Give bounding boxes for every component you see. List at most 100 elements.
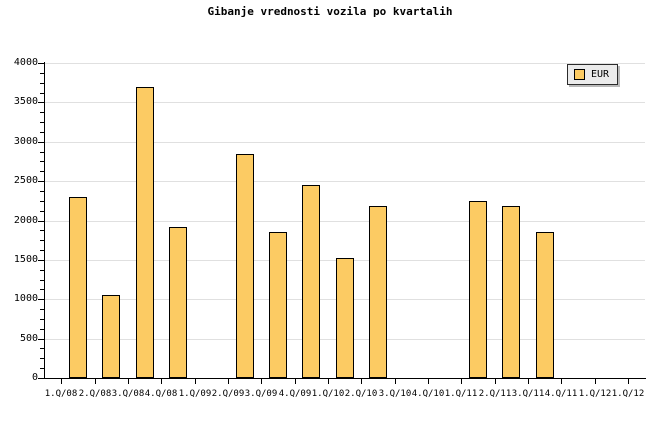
x-axis-tick-label: 3.Q/10 xyxy=(378,389,412,399)
y-axis-minor-tick xyxy=(40,122,45,124)
x-axis-tick-mark xyxy=(428,379,429,384)
x-axis-tick-mark xyxy=(128,379,129,384)
y-axis-tick-label: 0 xyxy=(31,372,38,383)
x-axis-tick-mark xyxy=(395,379,396,384)
y-axis-tick-mark xyxy=(38,102,45,104)
y-axis-minor-tick xyxy=(40,309,45,311)
y-axis-minor-tick xyxy=(40,72,45,74)
y-axis-minor-tick xyxy=(40,161,45,163)
y-axis-tick-label: 2000 xyxy=(13,214,38,226)
x-axis-tick-label: 4.Q/09 xyxy=(278,389,312,399)
x-axis-tick-label: 4.Q/10 xyxy=(411,389,445,399)
x-axis-tick-label: 1.Q/11 xyxy=(444,389,478,399)
y-axis-minor-tick xyxy=(40,289,45,291)
bar[interactable] xyxy=(336,258,354,378)
x-axis-tick-mark xyxy=(228,379,229,384)
chart-legend[interactable]: EUR xyxy=(567,64,619,85)
x-axis-tick-mark xyxy=(161,379,162,384)
y-axis-tick-label: 3500 xyxy=(13,96,38,108)
y-axis-tick-label: 1500 xyxy=(13,253,38,265)
y-axis-tick-mark xyxy=(38,378,45,379)
y-axis-minor-tick xyxy=(40,368,45,370)
y-axis-labels: 0 500 1000 1500 2000 2500 3000 3500 4000 xyxy=(0,0,38,440)
y-axis-minor-tick xyxy=(40,92,45,94)
y-axis-minor-tick xyxy=(40,279,45,281)
y-axis-tick-mark xyxy=(38,63,45,64)
bar[interactable] xyxy=(269,232,287,378)
x-axis-tick-label: 1.Q/08 xyxy=(44,389,78,399)
y-axis-minor-tick xyxy=(40,318,45,320)
x-axis-tick-label: 3.Q/09 xyxy=(244,389,278,399)
x-axis-tick-label: 2.Q/10 xyxy=(344,389,378,399)
x-axis-tick-label: 1.Q/12 xyxy=(578,389,612,399)
gridline xyxy=(45,141,645,143)
x-axis-tick-label: 1.Q/09 xyxy=(178,389,212,399)
x-axis-tick-mark xyxy=(561,379,562,384)
x-axis-tick-mark xyxy=(95,379,96,384)
x-axis-tick-label: 3.Q/11 xyxy=(511,389,545,399)
y-axis-tick-mark xyxy=(38,299,45,301)
y-axis-minor-tick xyxy=(40,358,45,360)
y-axis-tick-label: 500 xyxy=(19,332,38,344)
y-axis-tick-label: 1000 xyxy=(13,293,38,305)
y-axis-tick-mark xyxy=(38,141,45,143)
bar[interactable] xyxy=(136,87,154,378)
x-axis-tick-label: 4.Q/11 xyxy=(544,389,578,399)
x-axis-tick-mark xyxy=(61,379,62,384)
bar[interactable] xyxy=(369,206,387,378)
x-axis-tick-mark xyxy=(295,379,296,384)
y-axis-minor-tick xyxy=(40,328,45,330)
bar[interactable] xyxy=(69,197,87,378)
x-axis-tick-mark xyxy=(261,379,262,384)
x-axis-tick-label: 1.Q/12 xyxy=(611,389,645,399)
bar[interactable] xyxy=(502,206,520,378)
x-axis-tick-label: 4.Q/08 xyxy=(144,389,178,399)
bar[interactable] xyxy=(236,154,254,378)
x-axis-tick-label: 1.Q/10 xyxy=(311,389,345,399)
y-axis-minor-tick xyxy=(40,269,45,271)
bar[interactable] xyxy=(302,185,320,378)
x-axis-tick-mark xyxy=(195,379,196,384)
gridline xyxy=(45,220,645,222)
y-axis-minor-tick xyxy=(40,112,45,114)
x-axis-tick-label: 2.Q/08 xyxy=(78,389,112,399)
y-axis-minor-tick xyxy=(40,250,45,252)
y-axis-tick-mark xyxy=(38,181,45,183)
y-axis-tick-label: 3000 xyxy=(13,135,38,147)
y-axis-tick-mark xyxy=(38,338,45,340)
y-axis-minor-tick xyxy=(40,151,45,153)
y-axis-minor-tick xyxy=(40,200,45,202)
bar[interactable] xyxy=(102,295,120,378)
y-axis-minor-tick xyxy=(40,131,45,133)
x-axis-tick-mark xyxy=(495,379,496,384)
y-axis-minor-tick xyxy=(40,348,45,350)
gridline xyxy=(45,102,645,104)
y-axis-tick-label: 2500 xyxy=(13,175,38,187)
y-axis-minor-tick xyxy=(40,171,45,173)
y-axis-tick-mark xyxy=(38,220,45,222)
x-axis-tick-label: 3.Q/08 xyxy=(111,389,145,399)
bar[interactable] xyxy=(469,201,487,378)
y-axis-minor-tick xyxy=(40,190,45,192)
bar[interactable] xyxy=(169,227,187,378)
x-axis-tick-mark xyxy=(461,379,462,384)
legend-label-eur: EUR xyxy=(591,69,610,80)
bar[interactable] xyxy=(536,232,554,378)
x-axis-tick-label: 2.Q/11 xyxy=(478,389,512,399)
y-axis-tick-mark xyxy=(38,259,45,261)
y-axis-tick-label: 4000 xyxy=(13,57,38,68)
legend-swatch-eur xyxy=(574,69,585,80)
gridline xyxy=(45,181,645,183)
gridline xyxy=(45,63,645,64)
y-axis-minor-tick xyxy=(40,230,45,232)
x-axis-line xyxy=(44,378,646,379)
x-axis-tick-mark xyxy=(528,379,529,384)
y-axis-minor-tick xyxy=(40,82,45,84)
x-axis-tick-label: 2.Q/09 xyxy=(211,389,245,399)
y-axis-minor-tick xyxy=(40,210,45,212)
x-axis-tick-mark xyxy=(361,379,362,384)
chart-title: Gibanje vrednosti vozila po kvartalih xyxy=(207,5,453,18)
x-axis-tick-mark xyxy=(328,379,329,384)
y-axis-minor-tick xyxy=(40,240,45,242)
